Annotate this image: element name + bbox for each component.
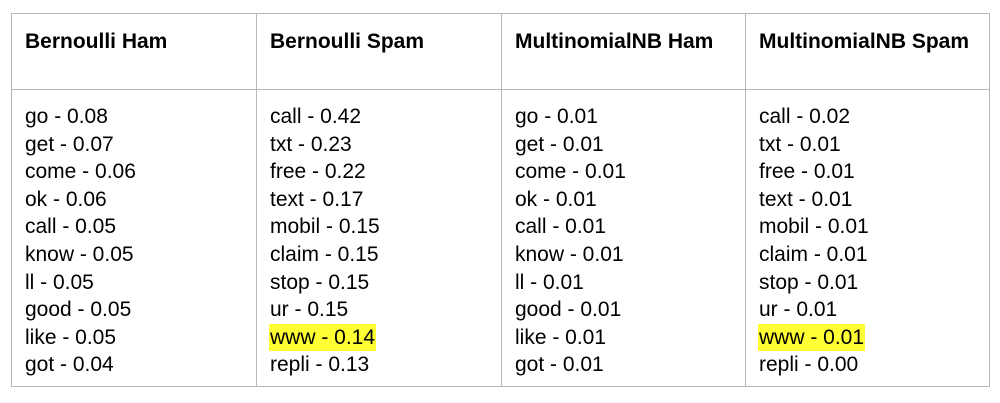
term-text: come - 0.06 [25, 160, 136, 184]
term-probability-entry: repli - 0.13 [270, 351, 491, 379]
term-probability-entry: ok - 0.06 [25, 186, 246, 214]
term-text: free - 0.22 [270, 160, 366, 184]
term-text: call - 0.42 [270, 105, 362, 128]
term-probability-entry: claim - 0.15 [270, 241, 491, 269]
term-text: ll - 0.05 [25, 270, 94, 294]
term-probability-entry: know - 0.05 [25, 241, 246, 269]
term-text: ok - 0.01 [515, 187, 597, 211]
term-probability-entry: come - 0.06 [25, 158, 246, 186]
multinomialnb-spam-cell: call - 0.02 txt - 0.01 free - 0.01 text - 0… [745, 89, 990, 387]
term-text: claim - 0.15 [270, 242, 379, 266]
term-text: got - 0.04 [25, 353, 114, 377]
term-probability-entry: repli - 0.00 [759, 351, 979, 379]
term-text: stop - 0.01 [759, 270, 859, 294]
term-text: ur - 0.15 [270, 298, 349, 322]
term-text: mobil - 0.15 [270, 215, 380, 239]
term-probability-entry: mobil - 0.01 [759, 213, 979, 241]
term-probability-entry: call - 0.02 [759, 103, 979, 131]
term-text: ok - 0.06 [25, 187, 107, 211]
term-probability-entry: ll - 0.01 [515, 269, 735, 297]
term-probability-entry: txt - 0.01 [759, 131, 979, 159]
term-text: claim - 0.01 [759, 242, 868, 266]
term-text: go - 0.01 [515, 105, 598, 128]
term-text: good - 0.05 [25, 298, 132, 322]
term-text: ll - 0.01 [515, 270, 584, 294]
term-text: mobil - 0.01 [759, 215, 869, 239]
term-probability-entry: text - 0.17 [270, 186, 491, 214]
term-text: know - 0.05 [25, 242, 134, 266]
term-probability-entry: go - 0.01 [515, 103, 735, 131]
term-probability-entry: mobil - 0.15 [270, 213, 491, 241]
term-probability-entry: got - 0.04 [25, 351, 246, 379]
term-probability-entry: got - 0.01 [515, 351, 735, 379]
term-probability-entry: go - 0.08 [25, 103, 246, 131]
term-probability-entry: www - 0.01 [758, 323, 979, 352]
term-probability-entry: know - 0.01 [515, 241, 735, 269]
term-probability-entry: come - 0.01 [515, 158, 735, 186]
term-probability-entry: good - 0.05 [25, 296, 246, 324]
term-text: good - 0.01 [515, 298, 622, 322]
term-text: know - 0.01 [515, 242, 624, 266]
term-probability-entry: call - 0.05 [25, 213, 246, 241]
term-probability-entry: good - 0.01 [515, 296, 735, 324]
term-text: repli - 0.00 [759, 353, 859, 377]
term-text: go - 0.08 [25, 105, 108, 128]
term-probability-entry: stop - 0.15 [270, 269, 491, 297]
term-probability-entry: ok - 0.01 [515, 186, 735, 214]
term-probability-entry: www - 0.14 [269, 323, 491, 352]
column-header-multinomialnb-spam: MultinomialNB Spam [745, 13, 990, 90]
column-header-bernoulli-ham: Bernoulli Ham [11, 13, 257, 90]
term-text: txt - 0.23 [270, 132, 352, 156]
term-probability-entry: ll - 0.05 [25, 269, 246, 297]
term-probability-entry: call - 0.42 [270, 103, 491, 131]
term-text: call - 0.05 [25, 215, 117, 239]
word-probability-table: Bernoulli Ham Bernoulli Spam Multinomial… [11, 13, 990, 387]
column-header-bernoulli-spam: Bernoulli Spam [256, 13, 502, 90]
term-text: txt - 0.01 [759, 132, 841, 156]
multinomialnb-ham-cell: go - 0.01 get - 0.01 come - 0.01 ok - 0.01 c… [501, 89, 746, 387]
term-text: stop - 0.15 [270, 270, 370, 294]
term-probability-entry: call - 0.01 [515, 213, 735, 241]
term-text: get - 0.01 [515, 132, 604, 156]
highlighted-term-text: www - 0.01 [758, 323, 866, 352]
header-row: Bernoulli Ham Bernoulli Spam Multinomial… [11, 13, 990, 90]
term-probability-entry: like - 0.01 [515, 324, 735, 352]
term-text: text - 0.17 [270, 187, 364, 211]
term-text: repli - 0.13 [270, 353, 370, 377]
term-probability-entry: like - 0.05 [25, 324, 246, 352]
term-text: like - 0.01 [515, 325, 607, 349]
bernoulli-spam-cell: call - 0.42 txt - 0.23 free - 0.22 text - 0… [256, 89, 502, 387]
highlighted-term-text: www - 0.14 [269, 323, 377, 352]
term-text: free - 0.01 [759, 160, 855, 184]
term-text: come - 0.01 [515, 160, 626, 184]
column-header-multinomialnb-ham: MultinomialNB Ham [501, 13, 746, 90]
bernoulli-ham-cell: go - 0.08 get - 0.07 come - 0.06 ok - 0.06 c… [11, 89, 257, 387]
term-probability-entry: get - 0.01 [515, 131, 735, 159]
term-text: text - 0.01 [759, 187, 853, 211]
term-text: got - 0.01 [515, 353, 604, 377]
term-probability-entry: txt - 0.23 [270, 131, 491, 159]
term-probability-entry: get - 0.07 [25, 131, 246, 159]
term-text: get - 0.07 [25, 132, 114, 156]
term-probability-entry: free - 0.01 [759, 158, 979, 186]
term-probability-entry: free - 0.22 [270, 158, 491, 186]
term-probability-entry: stop - 0.01 [759, 269, 979, 297]
table-row: go - 0.08 get - 0.07 come - 0.06 ok - 0.06 c… [11, 89, 990, 387]
term-text: call - 0.02 [759, 105, 851, 128]
term-probability-entry: claim - 0.01 [759, 241, 979, 269]
term-text: like - 0.05 [25, 325, 117, 349]
term-probability-entry: ur - 0.01 [759, 296, 979, 324]
term-probability-entry: ur - 0.15 [270, 296, 491, 324]
term-text: ur - 0.01 [759, 298, 838, 322]
term-text: call - 0.01 [515, 215, 607, 239]
term-probability-entry: text - 0.01 [759, 186, 979, 214]
